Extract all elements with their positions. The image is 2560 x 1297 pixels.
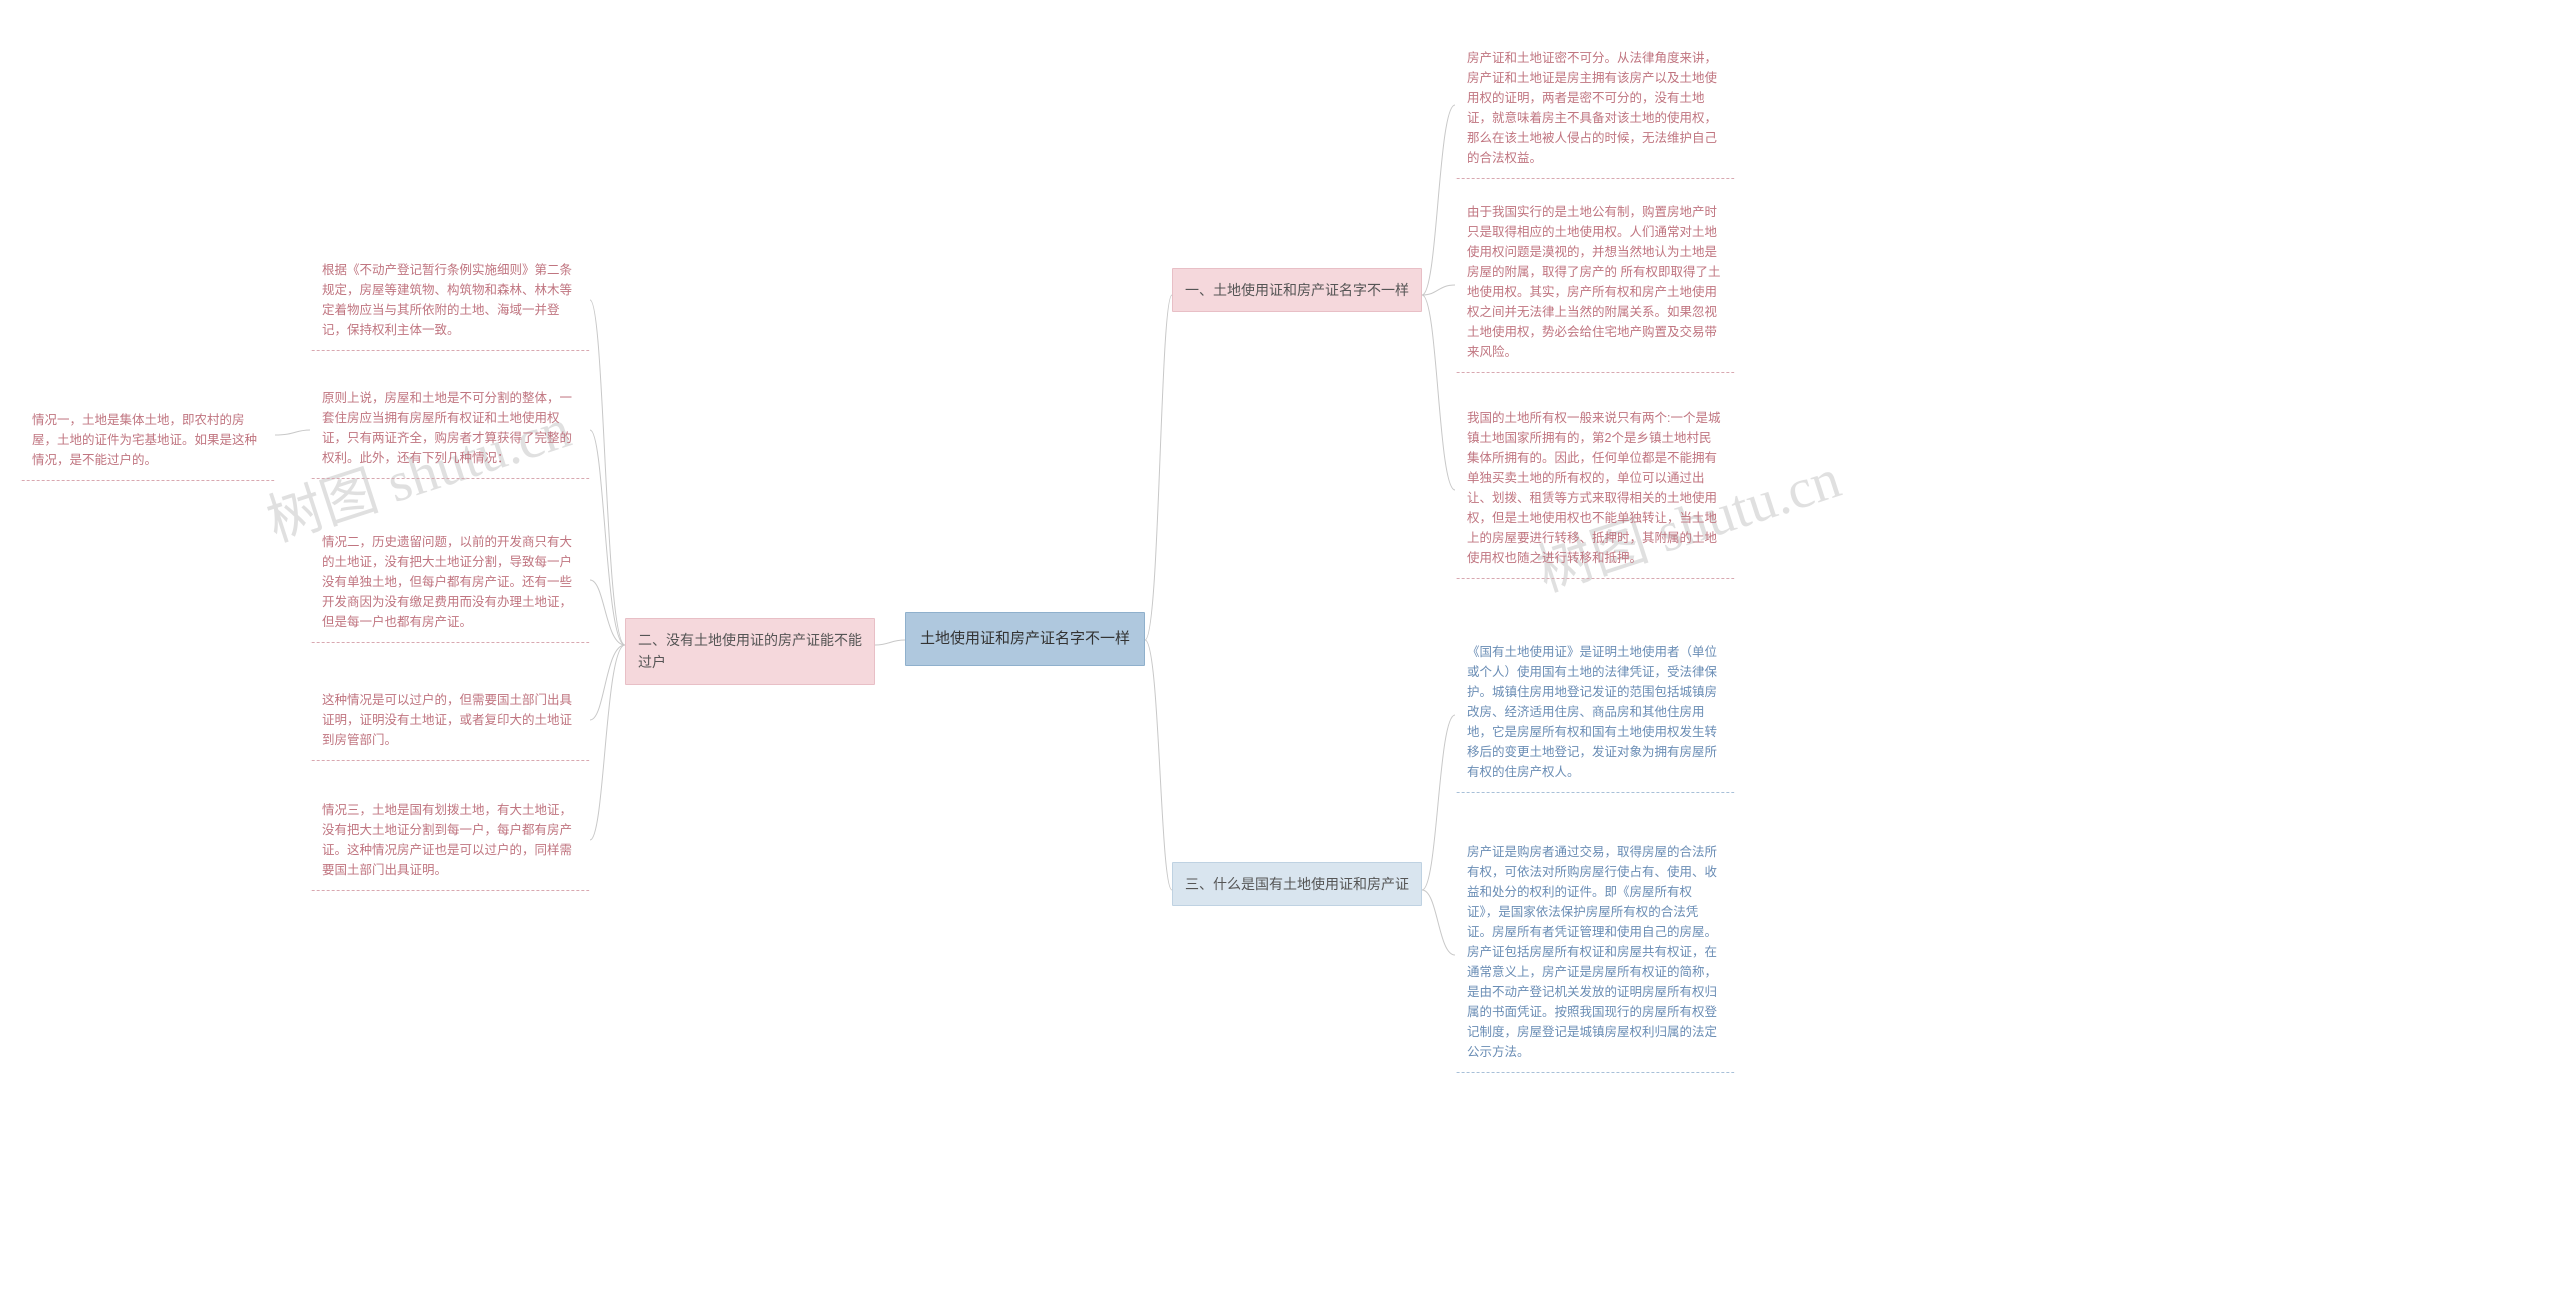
b1-leaf-2: 我国的土地所有权一般来说只有两个:一个是城镇土地国家所拥有的，第2个是乡镇土地村… bbox=[1455, 398, 1735, 579]
b2-leaf-3: 这种情况是可以过户的，但需要国土部门出具证明，证明没有土地证，或者复印大的土地证… bbox=[310, 680, 590, 761]
b3-leaf-1: 房产证是购房者通过交易，取得房屋的合法所有权，可依法对所购房屋行使占有、使用、收… bbox=[1455, 832, 1735, 1073]
b1-leaf-0: 房产证和土地证密不可分。从法律角度来讲，房产证和土地证是房主拥有该房产以及土地使… bbox=[1455, 38, 1735, 179]
b3-leaf-0: 《国有土地使用证》是证明土地使用者（单位或个人）使用国有土地的法律凭证，受法律保… bbox=[1455, 632, 1735, 793]
b2-leaf-2: 情况二，历史遗留问题，以前的开发商只有大的土地证，没有把大土地证分割，导致每一户… bbox=[310, 522, 590, 643]
b2-leaf-1-child-0: 情况一，土地是集体土地，即农村的房屋，土地的证件为宅基地证。如果是这种情况，是不… bbox=[20, 400, 275, 481]
branch-2[interactable]: 二、没有土地使用证的房产证能不能过户 bbox=[625, 618, 875, 685]
b2-leaf-1: 原则上说，房屋和土地是不可分割的整体，一套住房应当拥有房屋所有权证和土地使用权证… bbox=[310, 378, 590, 479]
b2-leaf-4: 情况三，土地是国有划拨土地，有大土地证，没有把大土地证分割到每一户，每户都有房产… bbox=[310, 790, 590, 891]
b1-leaf-1: 由于我国实行的是土地公有制，购置房地产时只是取得相应的土地使用权。人们通常对土地… bbox=[1455, 192, 1735, 373]
b2-leaf-0: 根据《不动产登记暂行条例实施细则》第二条规定，房屋等建筑物、构筑物和森林、林木等… bbox=[310, 250, 590, 351]
connector-lines bbox=[0, 0, 2560, 1297]
branch-3[interactable]: 三、什么是国有土地使用证和房产证 bbox=[1172, 862, 1422, 906]
root-node[interactable]: 土地使用证和房产证名字不一样 bbox=[905, 612, 1145, 666]
branch-1[interactable]: 一、土地使用证和房产证名字不一样 bbox=[1172, 268, 1422, 312]
